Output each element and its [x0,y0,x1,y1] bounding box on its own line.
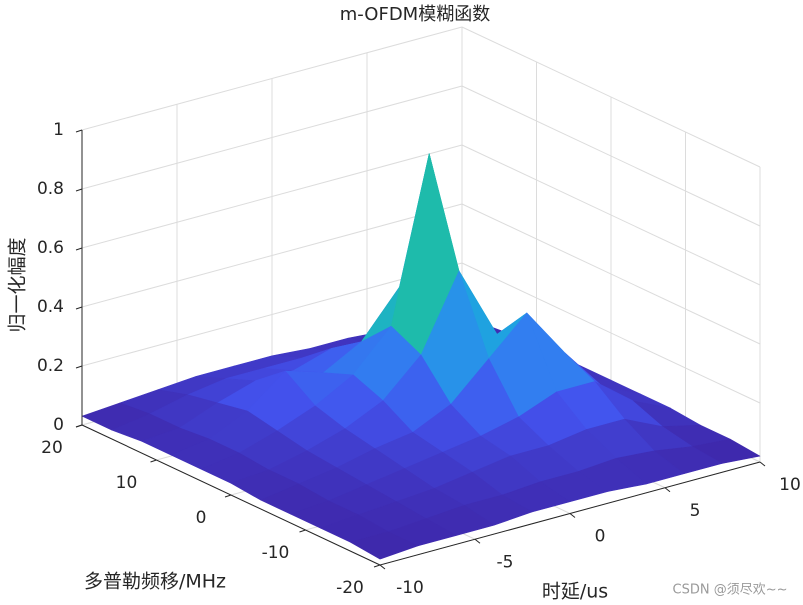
z-axis-label: 归一化幅度 [7,237,29,332]
tick-mark [759,461,766,467]
grid-line [461,144,761,286]
z-tick-label: 0.8 [37,179,64,199]
tick-mark [75,188,83,192]
grid-line [81,26,463,131]
z-tick-label: 0.6 [37,238,64,258]
grid-line [461,85,761,227]
x-axis-label: 时延/us [542,581,608,603]
tick-mark [373,564,381,568]
tick-mark [224,494,232,498]
z-tick-label: 0.2 [37,356,64,376]
y-axis-label: 多普勒频移/MHz [84,571,226,593]
x-tick-label: -10 [396,578,424,598]
grid-line [461,262,761,404]
x-tick-label: -5 [497,552,514,572]
y-tick-label: -10 [262,543,290,563]
tick-mark [75,365,83,369]
tick-mark [379,564,386,570]
x-tick-label: 0 [595,527,606,547]
y-tick-label: 10 [116,473,138,493]
tick-mark [474,538,481,544]
grid-line [81,262,463,367]
chart-title: m-OFDM模糊函数 [340,4,490,25]
grid-line [81,144,463,249]
z-tick-label: 0.4 [37,297,64,317]
tick-mark [569,513,576,518]
tick-mark [75,129,83,133]
x-tick-label: 10 [779,475,801,495]
grid-line [461,26,761,168]
y-tick-label: 20 [41,438,63,458]
tick-mark [75,306,83,310]
y-tick-label: 0 [196,508,207,528]
surface-patch [349,531,419,560]
grid-line [81,85,463,190]
watermark: CSDN @须尽欢~~ [673,583,788,598]
tick-mark [75,424,83,428]
grid-line [81,203,463,308]
tick-mark [664,487,671,493]
z-tick-label: 0 [53,415,64,435]
tick-mark [299,529,306,533]
z-tick-label: 1 [53,120,64,140]
y-tick-label: -20 [336,578,364,598]
grid-line [461,203,761,345]
x-tick-label: 5 [690,501,701,521]
tick-mark [150,459,157,463]
tick-mark [75,247,83,251]
